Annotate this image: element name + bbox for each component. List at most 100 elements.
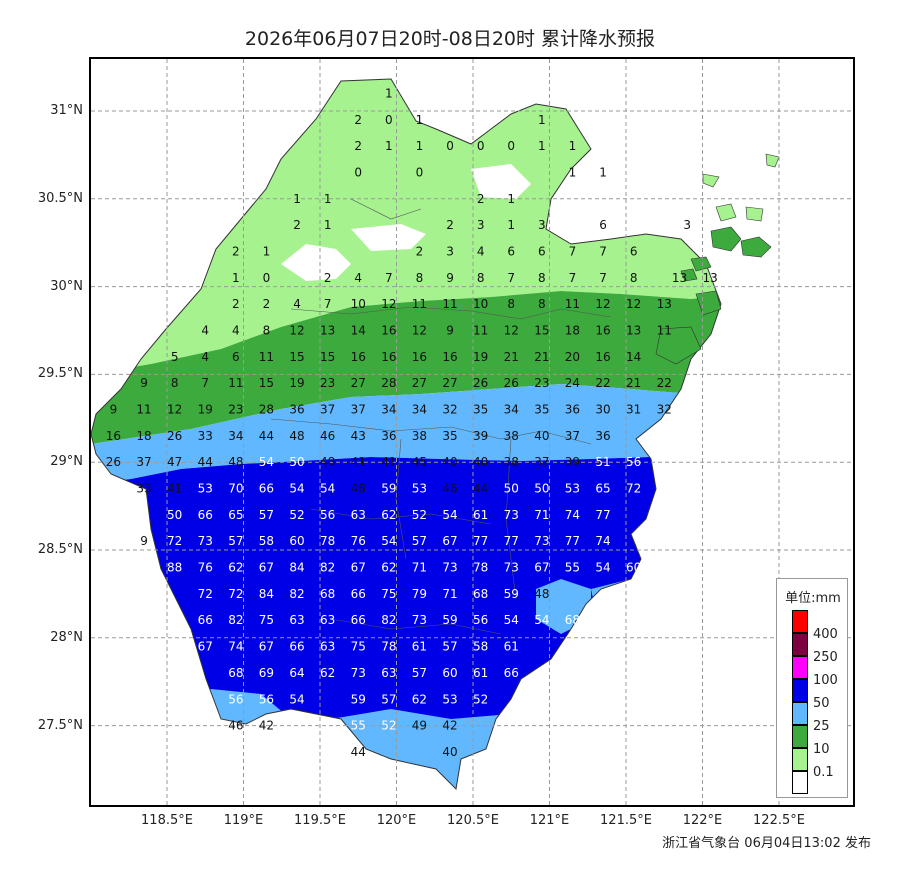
precip-value: 62	[228, 561, 243, 575]
precip-value: 1	[324, 218, 332, 232]
precip-value: 12	[595, 297, 610, 311]
precip-value: 66	[289, 640, 304, 654]
precip-value: 48	[351, 482, 366, 496]
precip-value: 0	[416, 165, 424, 179]
precip-value: 33	[136, 482, 151, 496]
precip-value: 28	[259, 403, 274, 417]
precip-value: 41	[167, 482, 182, 496]
precip-value: 54	[320, 482, 335, 496]
precip-value: 63	[351, 508, 366, 522]
precip-value: 57	[442, 640, 457, 654]
precip-value: 60	[626, 561, 641, 575]
precip-value: 74	[565, 508, 580, 522]
precip-value: 54	[259, 455, 274, 469]
precip-value: 27	[351, 376, 366, 390]
precip-value: 73	[198, 534, 213, 548]
precip-value: 82	[381, 613, 396, 627]
precip-value: 82	[320, 561, 335, 575]
precip-value: 44	[351, 745, 366, 759]
precip-value: 68	[320, 587, 335, 601]
precip-value: 2	[416, 244, 424, 258]
precip-value: 4	[354, 271, 362, 285]
precip-value: 78	[473, 561, 488, 575]
precip-value: 63	[289, 613, 304, 627]
precip-value: 1	[538, 139, 546, 153]
precip-value: 7	[599, 244, 607, 258]
precip-value: 4	[477, 244, 485, 258]
precip-value: 67	[259, 561, 274, 575]
precip-value: 21	[504, 350, 519, 364]
precip-value: 37	[351, 403, 366, 417]
precip-value: 52	[473, 692, 488, 706]
precip-value: 57	[381, 692, 396, 706]
precip-value: 56	[473, 613, 488, 627]
precip-value: 8	[477, 271, 485, 285]
precip-value: 26	[167, 429, 182, 443]
precip-value: 68	[228, 666, 243, 680]
precip-value: 2	[477, 192, 485, 206]
precip-value: 40	[534, 429, 549, 443]
precip-value: 23	[534, 376, 549, 390]
precip-value: 56	[320, 508, 335, 522]
precip-value: 84	[289, 561, 304, 575]
precip-value: 35	[534, 403, 549, 417]
precip-value: 2	[293, 218, 301, 232]
precip-value: 10	[473, 297, 488, 311]
precip-value: 65	[595, 482, 610, 496]
precip-value: 63	[320, 640, 335, 654]
precip-value: 14	[351, 324, 366, 338]
precip-value: 73	[504, 508, 519, 522]
precip-value: 48	[228, 455, 243, 469]
precip-value: 62	[381, 508, 396, 522]
precip-value: 26	[106, 455, 121, 469]
precip-value: 37	[136, 455, 151, 469]
legend: 单位:mm 400 250 100 50 25 10 0.1	[776, 578, 848, 798]
precip-value: 7	[507, 271, 515, 285]
precip-value: 11	[442, 297, 457, 311]
legend-label: 0.1	[813, 765, 834, 780]
precip-value: 15	[289, 350, 304, 364]
precip-value: 3	[446, 244, 454, 258]
precip-value: 82	[228, 613, 243, 627]
precip-value: 63	[320, 613, 335, 627]
precip-value: 6	[630, 244, 638, 258]
precip-value: 9	[110, 403, 118, 417]
precip-value: 0	[354, 165, 362, 179]
precip-value: 73	[351, 666, 366, 680]
precip-value: 1	[324, 192, 332, 206]
precip-value: 50	[289, 455, 304, 469]
precip-value: 66	[351, 613, 366, 627]
precip-value: 16	[595, 324, 610, 338]
precip-value: 48	[289, 429, 304, 443]
precip-value: 76	[198, 561, 213, 575]
precip-value: 37	[320, 403, 335, 417]
precip-value: 22	[657, 376, 672, 390]
precip-value: 36	[289, 403, 304, 417]
legend-swatch	[792, 748, 808, 771]
precip-value: 11	[473, 324, 488, 338]
precip-value: 72	[167, 534, 182, 548]
precip-value: 41	[381, 455, 396, 469]
precip-value: 4	[232, 324, 240, 338]
precip-value: 50	[167, 508, 182, 522]
precip-value: 19	[473, 350, 488, 364]
lat-tick-label: 29.5°N	[37, 366, 83, 382]
precip-value: 2	[232, 297, 240, 311]
lat-tick-label: 30°N	[50, 278, 83, 294]
precip-value: 75	[351, 640, 366, 654]
precip-value: 56	[228, 692, 243, 706]
precip-value: 53	[198, 482, 213, 496]
precip-value: 23	[320, 376, 335, 390]
precip-value: 77	[565, 534, 580, 548]
precip-value: 59	[504, 587, 519, 601]
precip-value: 35	[442, 429, 457, 443]
precip-value: 54	[381, 534, 396, 548]
precip-value: 53	[412, 482, 427, 496]
precip-value: 84	[259, 587, 274, 601]
precip-value: 49	[412, 719, 427, 733]
precip-value: 62	[320, 666, 335, 680]
precip-value: 11	[412, 297, 427, 311]
legend-swatch	[792, 633, 808, 656]
precip-value: 0	[446, 139, 454, 153]
precip-value: 66	[198, 508, 213, 522]
